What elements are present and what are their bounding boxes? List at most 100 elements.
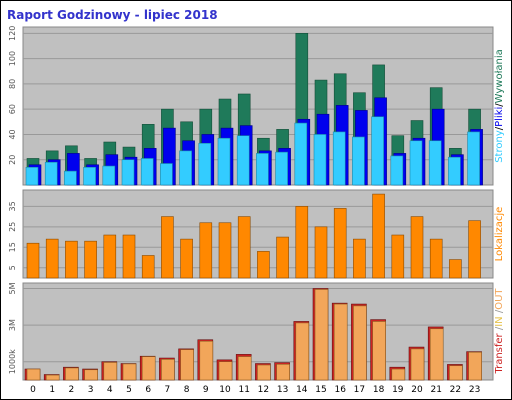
bar-strony	[217, 137, 231, 186]
x-tick-label: 17	[354, 385, 365, 395]
x-tick-label: 23	[469, 385, 480, 395]
bar-strony	[179, 150, 192, 186]
bar-strony	[313, 134, 327, 186]
bar-strony	[44, 161, 58, 186]
bar-strony	[332, 131, 346, 186]
bar-transfer-out	[314, 289, 329, 381]
legend-transfer-part: IN	[494, 316, 505, 326]
bar-transfer-out	[84, 369, 98, 381]
x-tick-label: 18	[373, 385, 385, 395]
bar-strony	[467, 131, 480, 186]
y-tick-label: 5	[8, 265, 17, 270]
bar-lokalizacje	[84, 240, 97, 279]
legend-lokalizacje: Lokalizacje	[494, 207, 505, 262]
y-tick-label: 20	[8, 155, 17, 165]
x-tick-label: 19	[392, 385, 404, 395]
bar-strony	[140, 158, 154, 186]
bar-transfer-out	[429, 328, 444, 381]
x-tick-label: 5	[126, 385, 132, 395]
y-tick-label: 100	[8, 51, 17, 66]
y-tick-label: 15	[8, 242, 17, 252]
bar-transfer-out	[295, 322, 310, 381]
x-tick-label: 12	[258, 385, 269, 395]
y-tick-label: 35	[8, 201, 17, 211]
bar-transfer-out	[391, 368, 406, 381]
bar-strony	[256, 153, 269, 186]
legend-strony-pliki-wywolania-part: /	[494, 126, 505, 130]
legend-lokalizacje-part: Lokalizacje	[494, 207, 505, 262]
x-tick-label: 4	[107, 385, 113, 395]
legend-strony-pliki-wywolania-part: Pliki	[494, 107, 505, 127]
bar-strony	[160, 163, 173, 186]
bar-strony	[294, 122, 308, 186]
bar-lokalizacje	[276, 236, 289, 279]
bar-lokalizacje	[314, 226, 328, 279]
bar-lokalizacje	[65, 240, 78, 279]
bar-strony	[275, 151, 288, 186]
bar-strony	[428, 140, 442, 186]
bar-transfer-out	[180, 349, 194, 381]
bar-lokalizacje	[122, 234, 136, 279]
bar-lokalizacje	[45, 238, 59, 279]
x-tick-label: 9	[203, 385, 209, 395]
legend-strony-pliki-wywolania-part: Wywołania	[494, 49, 505, 103]
bar-strony	[121, 159, 135, 186]
bar-transfer-out	[218, 361, 233, 381]
bar-transfer-out	[103, 362, 118, 381]
x-tick-label: 10	[219, 385, 231, 395]
bar-transfer-out	[410, 348, 425, 381]
bar-lokalizacje	[449, 259, 462, 279]
bar-lokalizacje	[218, 222, 232, 279]
x-tick-label: 14	[296, 385, 308, 395]
bar-strony	[352, 136, 365, 186]
bar-lokalizacje	[161, 216, 174, 279]
x-tick-label: 0	[30, 385, 36, 395]
bar-transfer-out	[122, 363, 137, 381]
y-tick-label: 1000k	[8, 349, 17, 374]
x-tick-label: 1	[49, 385, 55, 395]
bar-lokalizacje	[410, 216, 424, 279]
x-tick-label: 11	[238, 385, 249, 395]
x-tick-label: 8	[184, 385, 190, 395]
bar-lokalizacje	[429, 238, 443, 279]
bar-lokalizacje	[141, 255, 155, 279]
bar-lokalizacje	[468, 220, 481, 279]
bar-strony	[102, 165, 116, 186]
bar-transfer-out	[333, 303, 348, 381]
bar-lokalizacje	[199, 222, 213, 279]
y-tick-label: 120	[8, 26, 17, 41]
legend-transfer-part: /	[494, 309, 505, 316]
x-tick-label: 20	[411, 385, 423, 395]
legend-transfer-part: OUT	[494, 288, 505, 310]
legend-strony-pliki-wywolania-part: Strony	[494, 130, 505, 163]
x-tick-label: 2	[69, 385, 75, 395]
bar-transfer-out	[65, 367, 79, 381]
bar-lokalizacje	[257, 251, 270, 279]
bar-transfer-out	[449, 365, 463, 381]
y-tick-label: 25	[8, 222, 17, 232]
bar-transfer-out	[237, 356, 252, 381]
legend-transfer: Transfer /IN /OUT	[494, 288, 505, 375]
bar-lokalizacje	[372, 193, 385, 279]
legend-strony-pliki-wywolania: Strony/Pliki/Wywołania	[494, 49, 505, 163]
y-tick-label: 40	[8, 129, 17, 139]
bar-lokalizacje	[295, 206, 309, 279]
bar-lokalizacje	[353, 238, 366, 279]
bar-transfer-out	[161, 359, 175, 381]
bar-transfer-out	[372, 321, 386, 381]
bar-transfer-out	[257, 364, 271, 381]
x-tick-label: 7	[165, 385, 171, 395]
y-tick-label: 80	[8, 79, 17, 89]
bar-lokalizacje	[26, 242, 40, 279]
legend-transfer-part: /	[494, 326, 505, 333]
bar-strony	[25, 167, 39, 186]
bar-transfer-out	[141, 356, 156, 381]
y-tick-label: 5M	[8, 282, 17, 294]
bar-strony	[198, 142, 212, 186]
bar-strony	[236, 135, 250, 186]
bar-lokalizacje	[180, 238, 193, 279]
bar-strony	[448, 156, 461, 186]
bar-transfer-out	[276, 363, 290, 381]
legend-strony-pliki-wywolania-part: /	[494, 103, 505, 107]
